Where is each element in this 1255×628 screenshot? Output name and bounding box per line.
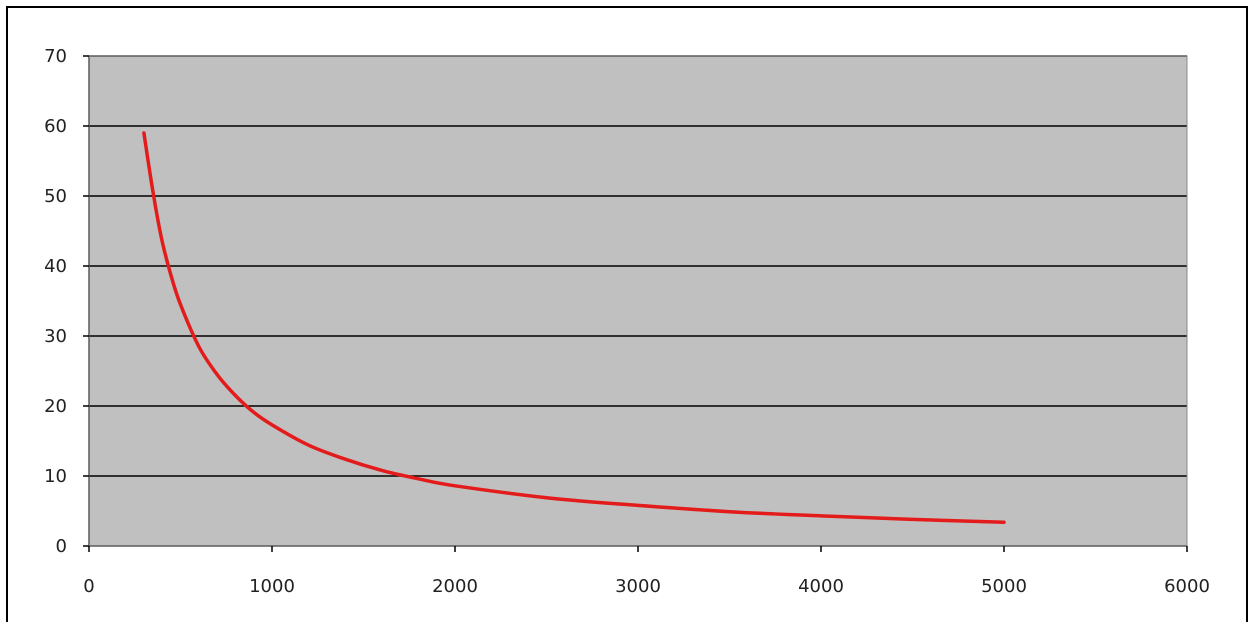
plot-area <box>89 56 1187 546</box>
y-tick-label: 60 <box>44 116 67 137</box>
y-tick-label: 50 <box>44 186 67 207</box>
chart-frame <box>6 6 1248 622</box>
x-tick-labels: 0 1000 2000 3000 4000 5000 6000 <box>83 576 1210 597</box>
axes <box>83 55 1188 552</box>
x-tick-label: 6000 <box>1164 576 1210 597</box>
y-tick-labels: 0 10 20 30 40 50 60 70 <box>44 46 67 557</box>
x-tick-label: 1000 <box>249 576 295 597</box>
y-tick-label: 10 <box>44 466 67 487</box>
y-tick-label: 30 <box>44 326 67 347</box>
x-tick-label: 2000 <box>432 576 478 597</box>
x-tick-label: 0 <box>83 576 94 597</box>
y-tick-label: 0 <box>56 536 67 557</box>
x-tick-label: 4000 <box>798 576 844 597</box>
series-line <box>142 131 1006 524</box>
gridlines <box>89 55 1187 477</box>
y-tick-label: 20 <box>44 396 67 417</box>
x-tick-label: 5000 <box>981 576 1027 597</box>
x-tick-label: 3000 <box>615 576 661 597</box>
y-tick-label: 70 <box>44 46 67 67</box>
y-tick-label: 40 <box>44 256 67 277</box>
